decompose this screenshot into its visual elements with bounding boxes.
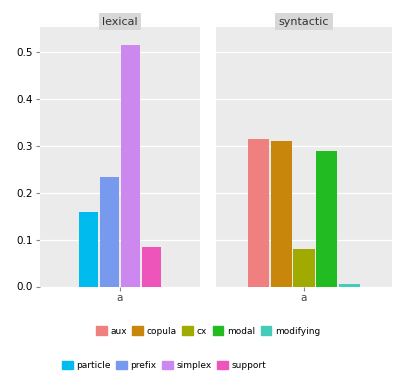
Legend: aux, copula, cx, modal, modifying: aux, copula, cx, modal, modifying bbox=[92, 323, 324, 339]
Title: lexical: lexical bbox=[102, 17, 138, 27]
Bar bbox=[270, 141, 292, 286]
Bar bbox=[142, 247, 161, 286]
Bar bbox=[248, 139, 269, 286]
Bar bbox=[339, 284, 360, 286]
Legend: particle, prefix, simplex, support: particle, prefix, simplex, support bbox=[58, 357, 270, 374]
Bar bbox=[100, 176, 119, 286]
Bar bbox=[294, 249, 314, 286]
Bar bbox=[121, 45, 140, 286]
Bar bbox=[79, 212, 98, 286]
Bar bbox=[316, 151, 338, 286]
Title: syntactic: syntactic bbox=[279, 17, 329, 27]
